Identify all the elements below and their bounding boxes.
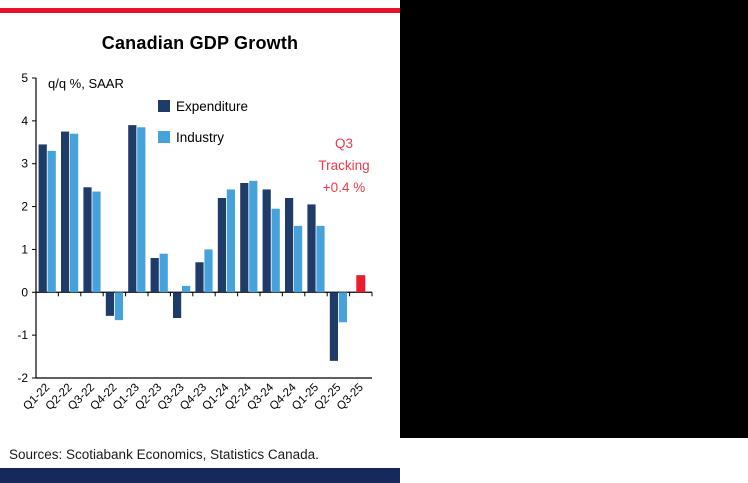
y-tick-label: 0 xyxy=(21,285,28,299)
y-tick-label: 1 xyxy=(21,242,28,256)
background-panel xyxy=(400,0,748,438)
bar-industry-Q4-22 xyxy=(114,292,123,321)
legend-label-expenditure: Expenditure xyxy=(176,99,248,114)
bar-industry-Q2-23 xyxy=(159,253,168,293)
y-tick-label: 2 xyxy=(21,200,28,214)
legend-label-industry: Industry xyxy=(176,130,224,145)
y-tick-label: 4 xyxy=(21,114,28,128)
bar-expenditure-Q1-24 xyxy=(217,198,226,293)
tracking-annotation-line: Tracking xyxy=(318,158,369,173)
gdp-bar-chart: 543210-1-2Q1-22Q2-22Q3-22Q4-22Q1-23Q2-23… xyxy=(17,71,373,413)
bar-industry-Q4-24 xyxy=(294,225,303,293)
legend-swatch-industry xyxy=(158,131,170,143)
bar-industry-Q3-24 xyxy=(271,208,280,293)
bar-industry-Q1-23 xyxy=(137,127,146,293)
y-tick-label: 5 xyxy=(21,71,28,85)
bar-expenditure-Q4-24 xyxy=(285,198,294,293)
y-tick-label: -1 xyxy=(17,328,28,342)
bar-industry-Q3-23 xyxy=(182,285,191,293)
bar-expenditure-Q1-23 xyxy=(128,125,137,293)
bar-expenditure-Q1-25 xyxy=(307,204,316,293)
bar-industry-Q4-23 xyxy=(204,249,213,293)
tracking-annotation-line: Q3 xyxy=(335,136,353,151)
tracking-annotation-line: +0.4 % xyxy=(323,180,365,195)
bar-expenditure-Q4-23 xyxy=(195,262,204,293)
y-tick-label: 3 xyxy=(21,157,28,171)
bar-expenditure-Q4-22 xyxy=(105,292,114,316)
plot-note: q/q %, SAAR xyxy=(48,76,124,91)
top-accent-bar xyxy=(0,8,400,13)
bar-industry-Q1-25 xyxy=(316,225,325,293)
bar-industry-Q1-24 xyxy=(226,189,235,293)
y-tick-label: -2 xyxy=(17,371,28,385)
source-text: Sources: Scotiabank Economics, Statistic… xyxy=(9,447,319,462)
bar-expenditure-Q2-24 xyxy=(240,183,249,293)
bar-industry-Q1-22 xyxy=(47,150,56,293)
bar-expenditure-Q2-22 xyxy=(61,131,70,293)
bar-expenditure-Q3-22 xyxy=(83,187,92,293)
bar-industry-Q3-22 xyxy=(92,191,101,293)
legend-swatch-expenditure xyxy=(158,100,170,112)
chart-title: Canadian GDP Growth xyxy=(101,33,299,53)
bar-expenditure-Q3-23 xyxy=(173,292,182,318)
bar-expenditure-Q3-24 xyxy=(262,189,271,293)
bar-industry-Q2-24 xyxy=(249,180,258,293)
bar-industry-Q2-22 xyxy=(70,133,79,293)
bar-industry-Q2-25 xyxy=(338,292,347,323)
bar-expenditure-Q2-25 xyxy=(329,292,338,361)
footer-strip xyxy=(0,468,400,483)
bar-expenditure-Q2-23 xyxy=(150,258,159,293)
chart-card: Canadian GDP Growth 5 4 3 2 1 0 -1 -2 Q1-22 Q2-22… xyxy=(0,8,400,483)
bar-expenditure-Q1-22 xyxy=(38,144,47,293)
bar-tracking-Q3-25 xyxy=(356,275,366,293)
